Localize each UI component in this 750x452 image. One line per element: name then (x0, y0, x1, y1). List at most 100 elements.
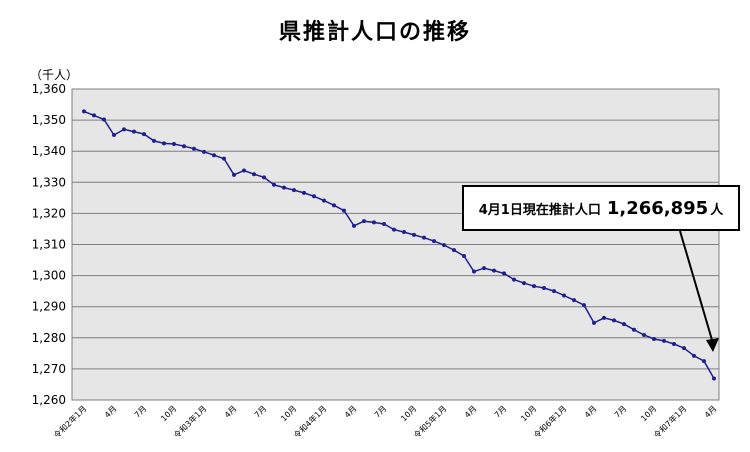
data-point (562, 293, 566, 298)
data-point (672, 342, 676, 347)
data-point (572, 298, 576, 303)
data-point (322, 198, 326, 203)
data-point (522, 281, 526, 286)
data-point (122, 127, 126, 132)
data-point (692, 353, 696, 358)
y-axis-ticks: 1,260 1,270 1,280 1,290 1,300 1,310 1,320 1,330… (32, 82, 66, 407)
data-point (452, 248, 456, 253)
x-tick-label: 4月 (223, 404, 239, 420)
x-tick-label: 令和6年1月 (532, 403, 569, 440)
data-point (602, 315, 606, 320)
x-tick-label: 10月 (279, 404, 298, 423)
x-tick-label: 令和5年1月 (412, 403, 449, 440)
y-tick-label: 1,280 (32, 331, 66, 345)
data-point (492, 268, 496, 273)
data-point (82, 109, 86, 114)
y-tick-label: 1,340 (32, 144, 66, 158)
data-point (702, 359, 706, 364)
data-point (372, 220, 376, 225)
data-point (212, 153, 216, 158)
y-tick-label: 1,350 (32, 113, 66, 127)
data-point (412, 232, 416, 237)
chart-title: 県推計人口の推移 (278, 20, 471, 45)
y-axis-unit-label: （千人） (30, 68, 78, 82)
x-tick-label: 7月 (493, 404, 509, 420)
data-point (112, 133, 116, 138)
series-points (82, 109, 716, 381)
data-point (502, 271, 506, 276)
data-point (462, 254, 466, 259)
x-tick-label: 4月 (583, 404, 599, 420)
data-point (142, 132, 146, 137)
data-point (582, 303, 586, 308)
data-point (352, 223, 356, 228)
data-point (102, 117, 106, 122)
y-tick-label: 1,360 (32, 82, 66, 96)
y-tick-label: 1,300 (32, 269, 66, 283)
data-point (152, 138, 156, 143)
data-point (382, 221, 386, 226)
data-point (362, 219, 366, 224)
y-tick-label: 1,320 (32, 206, 66, 220)
callout-suffix: 人 (710, 202, 724, 218)
data-point (662, 338, 666, 343)
data-point (712, 376, 716, 381)
y-tick-label: 1,290 (32, 300, 66, 314)
data-point (302, 190, 306, 195)
x-tick-label: 7月 (253, 404, 269, 420)
data-point (272, 182, 276, 187)
callout-prefix: 4月1日現在推計人口 (478, 202, 601, 218)
callout-value: 1,266,895 (606, 197, 709, 219)
x-tick-label: 4月 (103, 404, 119, 420)
x-tick-label: 令和7年1月 (652, 403, 689, 440)
x-tick-label: 4月 (343, 404, 359, 420)
data-point (192, 146, 196, 151)
data-point (232, 172, 236, 177)
data-point (532, 284, 536, 289)
x-tick-label: 令和3年1月 (172, 403, 209, 440)
data-point (222, 156, 226, 161)
data-point (132, 129, 136, 134)
data-point (652, 337, 656, 342)
data-point (432, 239, 436, 244)
data-point (632, 327, 636, 332)
data-point (642, 333, 646, 338)
data-point (552, 289, 556, 294)
data-point (542, 286, 546, 291)
data-point (262, 175, 266, 180)
data-point (312, 194, 316, 199)
data-point (332, 203, 336, 208)
data-point (392, 227, 396, 232)
data-point (472, 269, 476, 274)
y-tick-label: 1,310 (32, 238, 66, 252)
data-point (292, 188, 296, 193)
x-tick-label: 10月 (399, 404, 418, 423)
y-tick-label: 1,260 (32, 393, 66, 407)
data-point (202, 149, 206, 154)
x-tick-label: 4月 (703, 404, 719, 420)
data-point (242, 168, 246, 173)
data-point (482, 266, 486, 271)
data-point (682, 346, 686, 351)
data-point (172, 142, 176, 147)
data-point (92, 113, 96, 118)
data-point (422, 235, 426, 240)
x-tick-label: 10月 (159, 404, 178, 423)
x-tick-label: 4月 (463, 404, 479, 420)
data-point (182, 144, 186, 149)
data-point (342, 208, 346, 213)
population-line (83, 110, 715, 379)
data-point (252, 172, 256, 177)
y-tick-label: 1,330 (32, 175, 66, 189)
data-point (512, 277, 516, 282)
data-point (622, 322, 626, 327)
series-line (83, 110, 715, 379)
x-tick-label: 令和2年1月 (52, 403, 89, 440)
data-point (282, 185, 286, 190)
y-tick-label: 1,270 (32, 362, 66, 376)
x-tick-label: 10月 (639, 404, 658, 423)
data-point (612, 318, 616, 323)
data-point (592, 320, 596, 325)
